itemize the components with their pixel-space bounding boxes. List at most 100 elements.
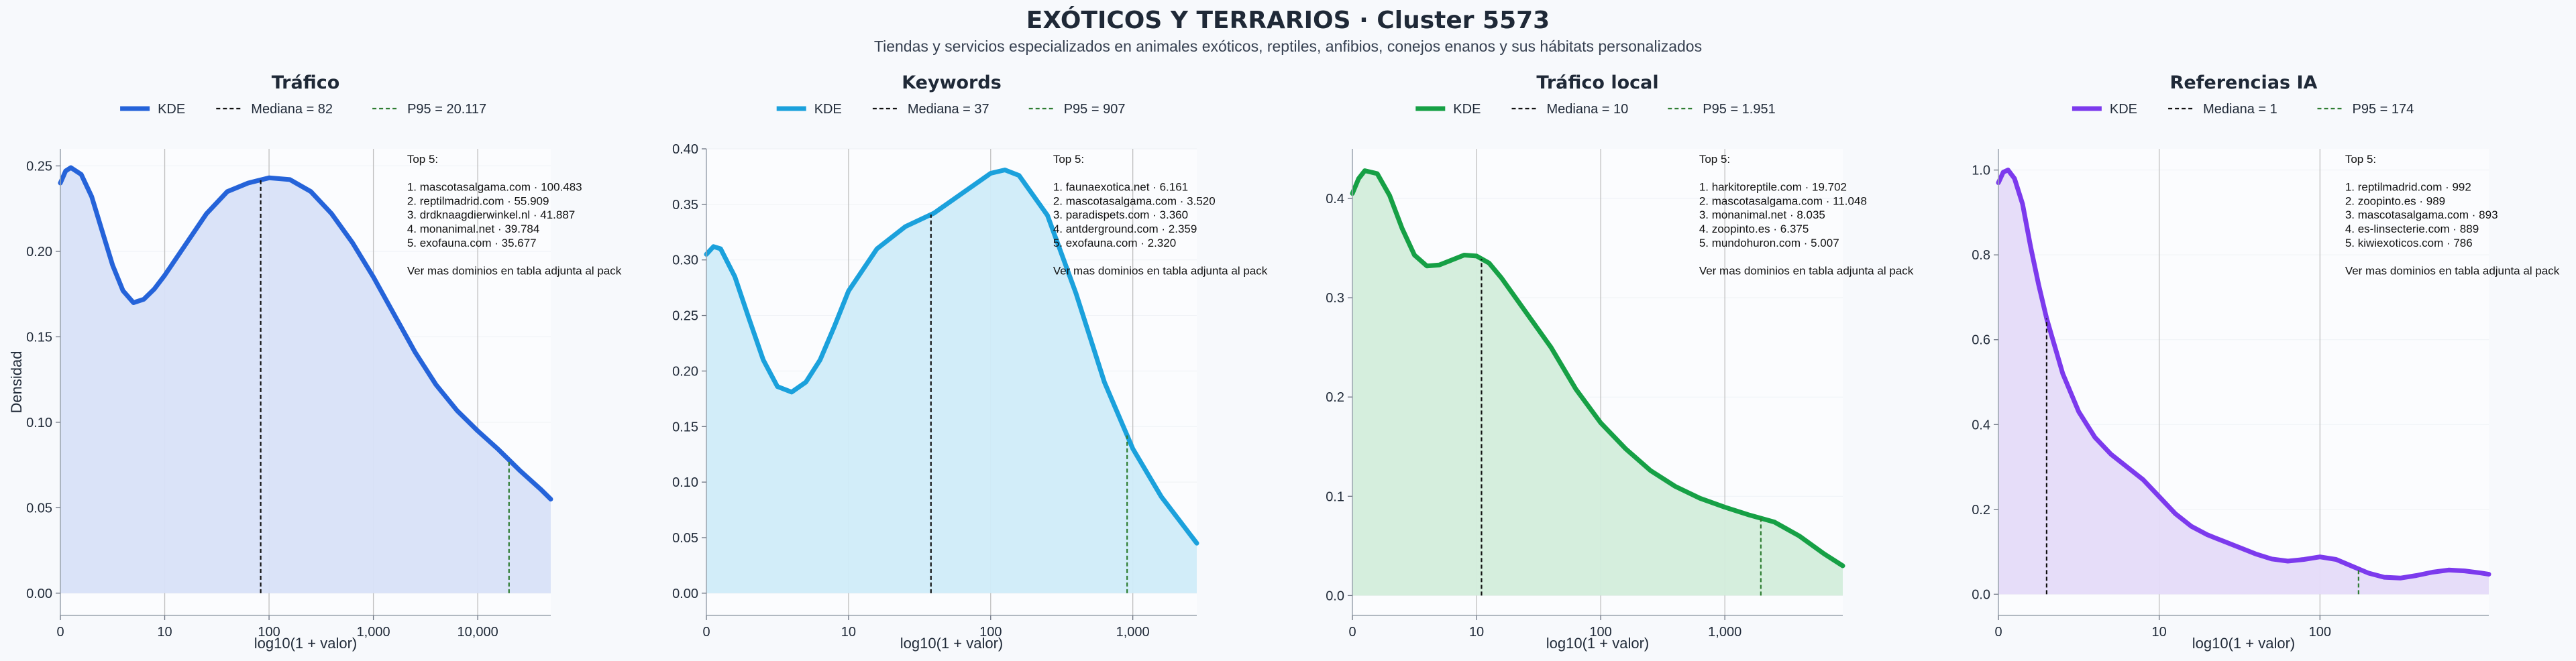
y-tick-label: 0.20: [26, 245, 52, 259]
annotation-line: 1. harkitoreptile.com · 19.702: [1699, 181, 1847, 194]
x-tick-label: 10: [1469, 625, 1484, 640]
y-tick-label: 1.0: [1972, 164, 1990, 178]
kde-area: [1998, 170, 2489, 595]
chart-panel-2: 0.00 0.05 0.10 0.15 0.20 0.25 0.30 0.35 0.40 0 10 1…: [672, 72, 1268, 652]
y-tick-label: 0.2: [1326, 390, 1344, 405]
legend-p95-label: P95 = 174: [2353, 102, 2414, 117]
top5-annotation: Top 5: 1. mascotasalgama.com · 100.4832. …: [407, 153, 622, 277]
annotation-heading: Top 5:: [407, 153, 438, 166]
panel-title: Referencias IA: [2170, 72, 2318, 93]
x-tick-label: 0: [702, 625, 710, 640]
figure-title: EXÓTICOS Y TERRARIOS · Cluster 5573: [1026, 6, 1550, 34]
legend: KDE Mediana = 10 P95 = 1.951: [1415, 102, 1776, 117]
y-tick-label: 0.30: [672, 253, 698, 268]
chart-panel-3: 0.0 0.1 0.2 0.3 0.4 0 10 100 1,000 log10(1 + valo…: [1326, 72, 1914, 652]
legend-median-label: Mediana = 82: [251, 102, 333, 117]
annotation-line: 4. zoopinto.es · 6.375: [1699, 223, 1809, 235]
kde-area: [60, 168, 551, 593]
legend-kde-label: KDE: [2110, 102, 2137, 117]
y-tick-label: 0.4: [1972, 418, 1990, 432]
y-tick-label: 0.35: [672, 198, 698, 213]
x-tick-label: 0: [1348, 625, 1356, 640]
y-tick-label: 0.00: [672, 587, 698, 601]
y-tick-label: 0.15: [672, 420, 698, 434]
y-tick-label: 0.6: [1972, 333, 1990, 348]
annotation-line: 2. reptilmadrid.com · 55.909: [407, 194, 549, 207]
x-tick-label: 0: [1994, 625, 2002, 640]
legend-median-label: Mediana = 10: [1547, 102, 1629, 117]
y-tick-label: 0.4: [1326, 192, 1344, 206]
annotation-line: 3. monanimal.net · 8.035: [1699, 208, 1825, 221]
figure-subtitle: Tiendas y servicios especializados en an…: [874, 38, 1702, 55]
x-tick-label: 1,000: [357, 625, 390, 640]
annotation-line: 2. mascotasalgama.com · 11.048: [1699, 194, 1867, 207]
legend-median-label: Mediana = 37: [908, 102, 989, 117]
annotation-line: Ver mas dominios en tabla adjunta al pac…: [2345, 264, 2560, 277]
y-tick-label: 0.2: [1972, 503, 1990, 518]
x-tick-label: 10,000: [458, 625, 498, 640]
legend-median-label: Mediana = 1: [2203, 102, 2277, 117]
y-tick-label: 0.8: [1972, 248, 1990, 263]
y-tick-label: 0.15: [26, 330, 52, 345]
x-tick-label: 10: [2152, 625, 2167, 640]
y-tick-label: 0.1: [1326, 489, 1344, 504]
kde-area: [1352, 170, 1843, 596]
y-tick-label: 0.40: [672, 142, 698, 157]
x-tick-label: 100: [2309, 625, 2331, 640]
y-axis-label: Densidad: [8, 351, 25, 414]
annotation-line: 5. exofauna.com · 2.320: [1053, 237, 1176, 249]
annotation-line: 5. mundohuron.com · 5.007: [1699, 237, 1839, 249]
x-axis-label: log10(1 + valor): [2192, 635, 2295, 652]
annotation-line: 2. zoopinto.es · 989: [2345, 194, 2445, 207]
legend: KDE Mediana = 82 P95 = 20.117: [120, 102, 486, 117]
annotation-heading: Top 5:: [1699, 153, 1730, 166]
y-tick-label: 0.05: [26, 501, 52, 516]
annotation-line: 5. kiwiexoticos.com · 786: [2345, 237, 2473, 249]
y-tick-label: 0.25: [26, 159, 52, 174]
kde-line: [1350, 168, 1845, 568]
y-tick-label: 0.3: [1326, 291, 1344, 306]
y-tick-label: 0.0: [1972, 587, 1990, 602]
legend-p95-label: P95 = 20.117: [407, 102, 486, 117]
chart-panel-4: 0.0 0.2 0.4 0.6 0.8 1.0 0 10 100 log10(1 + valor)…: [1972, 72, 2560, 652]
annotation-line: Ver mas dominios en tabla adjunta al pac…: [407, 264, 622, 277]
y-tick-label: 0.10: [26, 416, 52, 430]
annotation-line: 3. paradispets.com · 3.360: [1053, 208, 1188, 221]
x-tick-label: 10: [841, 625, 856, 640]
x-tick-label: 100: [979, 625, 1002, 640]
x-tick-label: 0: [56, 625, 64, 640]
chart-panel-1: 0.00 0.05 0.10 0.15 0.20 0.25 0 10 100 1,000 10,00…: [8, 72, 622, 652]
annotation-line: 3. mascotasalgama.com · 893: [2345, 208, 2498, 221]
annotation-line: 4. antderground.com · 2.359: [1053, 223, 1197, 235]
x-axis-label: log10(1 + valor): [254, 635, 357, 652]
annotation-line: 4. es-linsecterie.com · 889: [2345, 223, 2479, 235]
kde-line: [58, 165, 553, 502]
annotation-line: 4. monanimal.net · 39.784: [407, 223, 540, 235]
x-tick-label: 100: [258, 625, 280, 640]
panel-title: Tráfico: [272, 72, 340, 93]
annotation-heading: Top 5:: [2345, 153, 2376, 166]
annotation-line: 3. drdknaagdierwinkel.nl · 41.887: [407, 208, 575, 221]
annotation-line: 1. reptilmadrid.com · 992: [2345, 181, 2471, 194]
panel-title: Keywords: [902, 72, 1002, 93]
x-axis-label: log10(1 + valor): [1546, 635, 1649, 652]
y-tick-label: 0.10: [672, 475, 698, 490]
y-tick-label: 0.25: [672, 309, 698, 324]
kde-line: [1996, 168, 2491, 581]
y-tick-label: 0.05: [672, 531, 698, 546]
legend: KDE Mediana = 37 P95 = 907: [776, 102, 1125, 117]
panel-title: Tráfico local: [1536, 72, 1658, 93]
x-axis-label: log10(1 + valor): [900, 635, 1003, 652]
y-tick-label: 0.00: [26, 587, 52, 601]
legend-kde-label: KDE: [1453, 102, 1481, 117]
annotation-line: Ver mas dominios en tabla adjunta al pac…: [1699, 264, 1914, 277]
y-tick-label: 0.20: [672, 364, 698, 379]
legend-p95-label: P95 = 1.951: [1703, 102, 1775, 117]
x-tick-label: 100: [1589, 625, 1611, 640]
annotation-line: 1. faunaexotica.net · 6.161: [1053, 181, 1188, 194]
chart-panels: 0.000.050.100.150.200.250 10 100 1,000 10,00…: [8, 72, 2560, 652]
annotation-line: Ver mas dominios en tabla adjunta al pac…: [1053, 264, 1268, 277]
y-tick-label: 0.0: [1326, 589, 1344, 603]
